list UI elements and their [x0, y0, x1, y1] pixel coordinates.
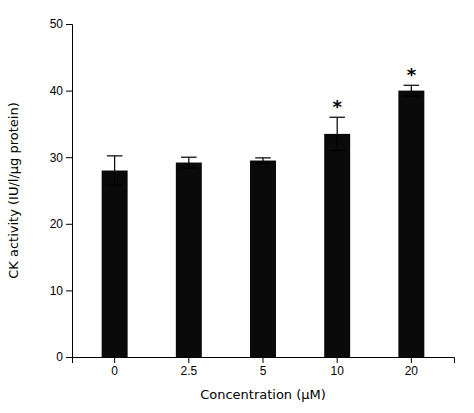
x-tick-label: 10	[330, 364, 344, 378]
x-tick-mark	[263, 357, 264, 363]
error-bar-stem	[411, 85, 412, 96]
y-axis-title: CK activity (IU/l/μg protein)	[6, 102, 21, 279]
significance-mark: *	[332, 96, 342, 117]
error-bar-cap	[181, 157, 197, 158]
marks	[102, 85, 425, 357]
y-tick: 20	[50, 217, 72, 231]
error-bar-cap	[255, 163, 271, 164]
y-tick-label: 10	[50, 284, 64, 298]
y-tick: 10	[50, 284, 72, 298]
error-bar-cap	[107, 155, 123, 156]
y-tick: 30	[50, 151, 72, 165]
y-tick-label: 30	[50, 151, 64, 165]
significance-mark: *	[407, 64, 417, 85]
x-tick-label: 2.5	[180, 364, 197, 378]
error-bar-stem	[262, 158, 263, 163]
error-bar-stem	[114, 156, 115, 185]
chart: 0102030405002.551020**Concentration (μM)…	[0, 0, 474, 413]
x-tick: 20	[405, 357, 419, 378]
y-tick-label: 20	[50, 217, 64, 231]
y-tick-mark	[66, 290, 72, 291]
x-axis-line	[73, 358, 455, 364]
error-bar-cap	[329, 150, 345, 151]
x-tick-mark	[411, 357, 412, 363]
error-bar-cap	[181, 167, 197, 168]
y-tick-label: 50	[50, 17, 64, 31]
error-bar-stem	[337, 117, 338, 150]
y-tick: 40	[50, 84, 72, 98]
x-axis: 0 2.5 5 10 20	[73, 357, 455, 378]
bar	[250, 161, 276, 357]
x-tick-mark	[337, 357, 338, 363]
plot-area: 0102030405002.551020**	[50, 17, 455, 377]
y-tick-mark	[66, 91, 72, 92]
x-tick: 2.5	[180, 357, 197, 378]
error-bar-cap	[107, 185, 123, 186]
y-tick-label: 0	[56, 350, 63, 364]
x-tick-mark	[188, 357, 189, 363]
y-axis-line	[66, 25, 73, 358]
error-bar	[329, 117, 345, 150]
error-bar-cap	[404, 95, 420, 96]
error-bar-stem	[188, 157, 189, 168]
y-tick-label: 40	[50, 84, 64, 98]
y-tick: 50	[50, 17, 72, 31]
x-tick: 0	[111, 357, 118, 378]
y-axis: 0 10 20 30 40 50	[50, 17, 73, 364]
error-bar	[181, 157, 197, 168]
x-tick-mark	[114, 357, 115, 363]
bar	[324, 134, 350, 357]
annotations: **	[332, 64, 416, 117]
error-bar	[404, 85, 420, 96]
x-axis-title: Concentration (μM)	[200, 387, 326, 402]
y-tick-mark	[66, 224, 72, 225]
y-tick: 0	[56, 350, 72, 364]
error-bar	[107, 156, 123, 185]
x-tick: 10	[330, 357, 344, 378]
bar	[398, 91, 424, 357]
x-tick: 5	[260, 357, 267, 378]
bar	[102, 171, 128, 357]
error-bar-cap	[255, 157, 271, 158]
y-tick-mark	[66, 357, 72, 358]
error-bar	[255, 158, 271, 163]
x-tick-label: 20	[405, 364, 419, 378]
x-tick-label: 0	[111, 364, 118, 378]
y-tick-mark	[66, 157, 72, 158]
x-tick-label: 5	[260, 364, 267, 378]
y-tick-mark	[66, 24, 72, 25]
bar	[176, 163, 202, 357]
